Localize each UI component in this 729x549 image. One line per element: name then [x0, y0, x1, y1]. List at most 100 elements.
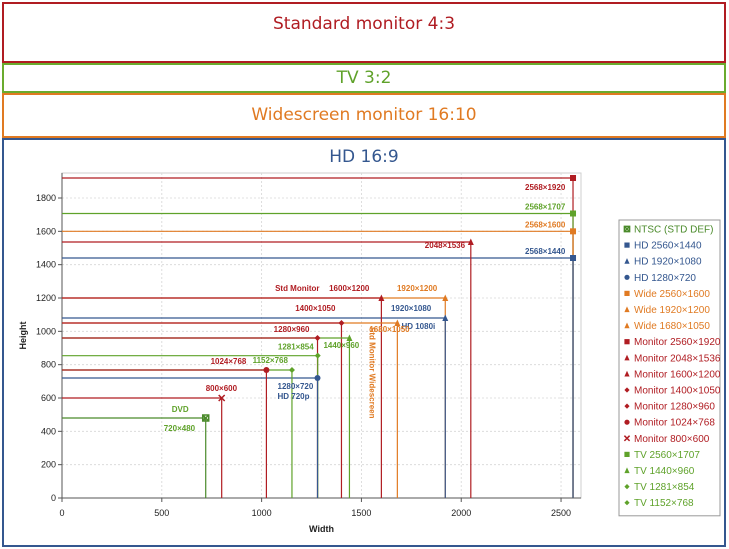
- legend-marker: [624, 370, 630, 377]
- legend-marker: [624, 403, 630, 409]
- widescreen-band: Widescreen monitor 16:10: [2, 93, 726, 138]
- legend-marker: [624, 500, 630, 506]
- y-tick-label: 1400: [36, 260, 56, 270]
- annotation-label: 1600×1200: [329, 284, 370, 293]
- annotation-label: 1920×1080: [391, 304, 432, 313]
- data-point: [570, 175, 577, 181]
- legend-label: Monitor 1600×1200: [634, 369, 721, 380]
- tv-band: TV 3:2: [2, 63, 726, 93]
- annotation-label: 1400×1050: [295, 304, 336, 313]
- data-point: [467, 238, 474, 245]
- annotation-label: Std Monitor: [275, 284, 319, 293]
- tv-title: TV 3:2: [336, 68, 392, 88]
- data-point: [346, 334, 353, 341]
- legend-marker: [624, 387, 630, 393]
- widescreen-title: Widescreen monitor 16:10: [251, 105, 477, 125]
- annotation-label: 1280×720: [278, 382, 314, 391]
- annotation-label: 2568×1920: [525, 183, 566, 192]
- legend-label: Monitor 2048×1536: [634, 353, 721, 364]
- legend-box: [618, 219, 721, 517]
- annotation-label: 1024×768: [211, 357, 247, 366]
- legend-label: Monitor 1400×1050: [634, 386, 721, 397]
- legend-marker: [624, 354, 630, 361]
- x-tick-label: 500: [154, 508, 169, 518]
- data-point: [314, 375, 321, 381]
- annotation-label: 1440×960: [323, 341, 359, 350]
- annotation-label: HD 1080i: [401, 322, 435, 331]
- legend-marker: [624, 242, 630, 248]
- legend-marker: [623, 225, 631, 233]
- legend-label: HD 2560×1440: [634, 241, 702, 252]
- legend-marker: [624, 274, 630, 280]
- legend-label: TV 2560×1707: [634, 450, 700, 461]
- legend-marker: [624, 419, 630, 425]
- data-point: [570, 210, 577, 217]
- legend-label: TV 1152×768: [634, 498, 694, 509]
- y-tick-label: 1200: [36, 293, 56, 303]
- annotation-label: 2048×1536: [425, 241, 466, 250]
- annotation-label: 2568×1440: [525, 247, 566, 256]
- data-point: [338, 320, 345, 326]
- standard-monitor-title: Standard monitor 4:3: [272, 14, 456, 34]
- legend-marker: [624, 467, 630, 474]
- legend-marker: [624, 306, 630, 313]
- data-point: [218, 394, 226, 402]
- annotation-label: 1680×1050: [369, 325, 410, 334]
- data-point: [570, 255, 577, 261]
- x-tick-label: 1500: [351, 508, 371, 518]
- data-point: [570, 228, 577, 235]
- annotation-label: DVD: [172, 405, 189, 414]
- annotation-label: 1280×960: [274, 325, 310, 334]
- legend-label: TV 1281×854: [634, 482, 695, 493]
- legend-label: Wide 2560×1600: [634, 289, 710, 300]
- data-point: [442, 314, 449, 321]
- annotation-label: HD 720p: [278, 392, 310, 401]
- hd-title: HD 16:9: [329, 147, 399, 167]
- standard-monitor-band: Standard monitor 4:3: [2, 2, 726, 63]
- legend-marker: [624, 258, 630, 264]
- y-tick-label: 1000: [36, 326, 56, 336]
- x-axis-label: Width: [309, 524, 334, 534]
- annotation-label: 2568×1707: [525, 203, 566, 212]
- plot-area: [61, 172, 582, 499]
- legend-label: Monitor 2560×1920: [634, 337, 721, 348]
- annotation-label: 800×600: [206, 384, 238, 393]
- y-tick-label: 800: [41, 360, 56, 370]
- hd-band: HD 16:9: [2, 138, 726, 547]
- y-tick-label: 0: [51, 493, 56, 503]
- data-point: [314, 352, 321, 359]
- data-point: [314, 335, 321, 341]
- legend-label: HD 1280×720: [634, 273, 696, 284]
- legend-label: NTSC (STD DEF): [634, 225, 713, 236]
- data-point: [394, 319, 401, 326]
- legend-label: TV 1440×960: [634, 466, 695, 477]
- x-tick-label: 2500: [551, 508, 571, 518]
- legend-marker: [624, 484, 630, 490]
- annotation-label: 720×480: [164, 424, 196, 433]
- x-tick-label: 1000: [252, 508, 272, 518]
- legend-label: Wide 1680×1050: [634, 321, 710, 332]
- annotation-label: 1281×854: [278, 343, 314, 352]
- legend-marker: [624, 290, 630, 296]
- annotation-label: 1920×1200: [397, 284, 438, 293]
- legend-marker: [624, 451, 630, 457]
- legend-marker: [624, 339, 630, 345]
- y-tick-label: 1600: [36, 226, 56, 236]
- legend-label: Monitor 800×600: [634, 434, 710, 445]
- y-axis-label: Height: [18, 321, 28, 349]
- data-point: [263, 367, 270, 373]
- legend-label: Wide 1920×1200: [634, 305, 710, 316]
- legend-label: Monitor 1024×768: [634, 418, 715, 429]
- legend-marker: [623, 435, 631, 442]
- data-point: [288, 367, 295, 373]
- data-point: [442, 294, 449, 301]
- legend-label: Monitor 1280×960: [634, 402, 715, 413]
- x-tick-label: 2000: [451, 508, 471, 518]
- legend-marker: [624, 322, 630, 329]
- x-tick-label: 0: [59, 508, 64, 518]
- data-point: [378, 294, 385, 301]
- y-tick-label: 600: [41, 393, 56, 403]
- y-tick-label: 1800: [36, 193, 56, 203]
- data-point: [201, 414, 210, 422]
